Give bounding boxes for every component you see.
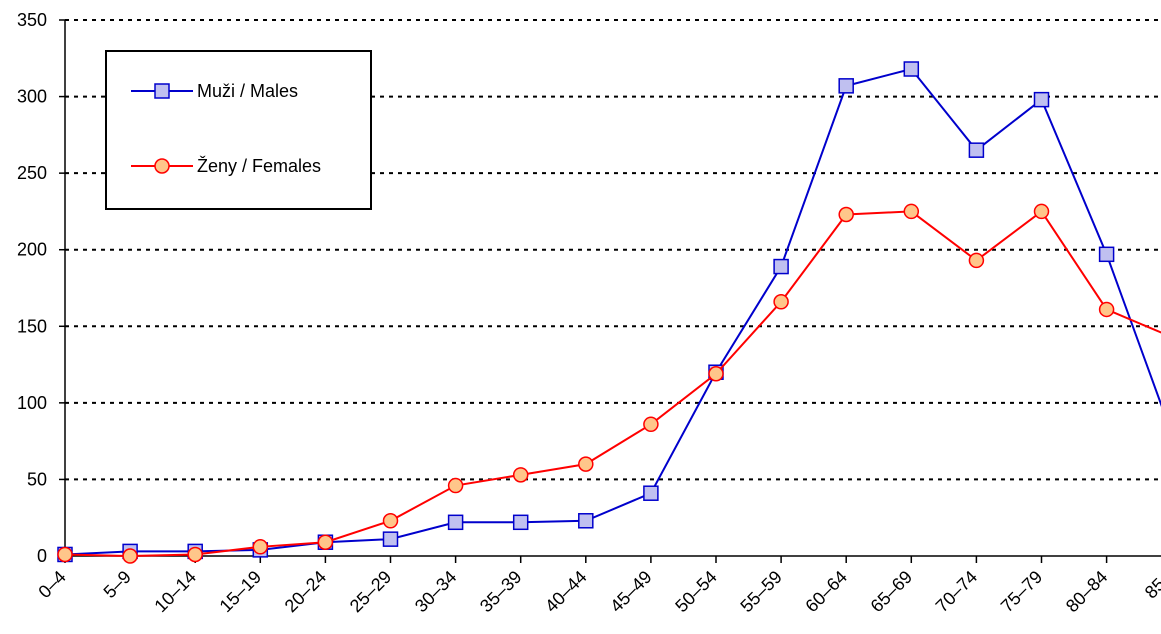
- x-tick-label: 35–39: [476, 567, 526, 617]
- x-tick-label: 30–34: [411, 567, 461, 617]
- data-point-circle: [708, 366, 724, 382]
- data-point-circle: [773, 294, 789, 310]
- data-point-circle: [838, 206, 854, 223]
- data-point-square: [968, 142, 985, 158]
- data-point-circle: [122, 548, 138, 564]
- y-tick-label: 150: [17, 316, 47, 336]
- data-point-circle: [578, 456, 594, 472]
- data-point-circle: [57, 546, 73, 563]
- x-tick-label: 75–79: [997, 567, 1047, 617]
- x-tick-label: 45–49: [606, 567, 656, 617]
- data-point-circle: [1033, 203, 1050, 220]
- y-tick-label: 250: [17, 163, 47, 183]
- y-tick-label: 200: [17, 240, 47, 260]
- x-tick-label: 40–44: [541, 567, 591, 617]
- series-line: [64, 209, 1161, 558]
- series-line: [64, 67, 1161, 556]
- legend-marker-square-icon: [154, 83, 170, 99]
- x-tick-label: 55–59: [736, 567, 786, 617]
- x-tick-label: 5–9: [100, 567, 135, 602]
- data-point-square: [1033, 91, 1050, 108]
- data-point-square: [382, 531, 399, 547]
- legend-marker-circle-icon: [154, 158, 170, 174]
- x-tick-label: 20–24: [281, 567, 331, 617]
- axes: [64, 20, 1161, 557]
- legend: Muži / Males Ženy / Females: [105, 50, 372, 210]
- data-point-circle: [643, 416, 659, 433]
- data-point-square: [447, 514, 464, 531]
- x-tick-label: 70–74: [932, 567, 982, 617]
- data-point-square: [1098, 246, 1115, 263]
- data-point-square: [512, 514, 529, 531]
- data-point-square: [643, 485, 659, 501]
- data-point-circle: [382, 513, 399, 529]
- data-point-circle: [317, 534, 334, 550]
- x-tick-label: 15–19: [216, 567, 266, 617]
- series-group: [57, 61, 1161, 564]
- data-point-square: [838, 78, 854, 94]
- y-tick-label: 300: [17, 87, 47, 107]
- y-tick-label: 0: [37, 546, 47, 566]
- x-axis-ticks: 0–4 5–9 10–14 15–19 20–24 25–29 30–34 35–39 40–4…: [34, 556, 1161, 616]
- data-point-circle: [187, 546, 203, 563]
- x-tick-label: 50–54: [671, 567, 721, 617]
- legend-item-males: Muži / Males: [131, 81, 298, 101]
- legend-label-males: Muži / Males: [197, 81, 298, 101]
- y-axis-ticks: 0 50 100 150 200 250 300 350: [17, 10, 65, 566]
- x-tick-label: 25–29: [346, 567, 396, 617]
- data-point-circle: [1098, 301, 1115, 318]
- y-tick-label: 50: [27, 469, 47, 489]
- data-point-circle: [968, 252, 985, 269]
- data-point-circle: [903, 203, 920, 220]
- data-point-square: [903, 61, 920, 77]
- data-point-square: [578, 513, 594, 529]
- y-tick-label: 350: [17, 10, 47, 30]
- x-tick-label: 85+: [1141, 567, 1161, 603]
- data-point-square: [773, 258, 789, 275]
- data-point-circle: [252, 539, 269, 555]
- legend-label-females: Ženy / Females: [197, 156, 321, 176]
- x-tick-label: 65–69: [867, 567, 917, 617]
- x-tick-label: 10–14: [150, 567, 200, 617]
- y-tick-label: 100: [17, 393, 47, 413]
- x-tick-label: 0–4: [34, 567, 69, 602]
- x-tick-label: 80–84: [1062, 567, 1112, 617]
- x-tick-label: 60–64: [801, 567, 851, 617]
- data-point-circle: [447, 477, 464, 494]
- legend-item-females: Ženy / Females: [131, 156, 321, 176]
- legend-box: [105, 50, 372, 210]
- data-point-circle: [512, 467, 529, 483]
- series-females: [57, 203, 1161, 564]
